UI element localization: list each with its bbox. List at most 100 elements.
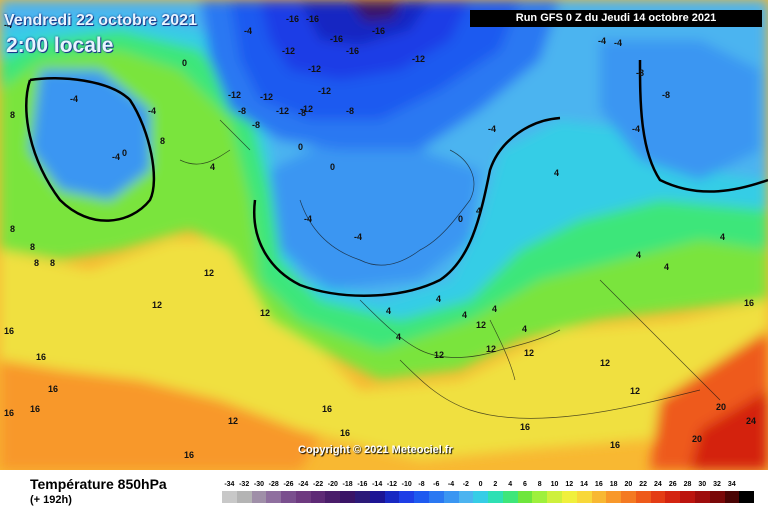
isotherm-label: 8 — [34, 258, 39, 268]
color-swatch — [576, 491, 592, 503]
color-swatch — [695, 491, 710, 503]
color-swatch — [310, 491, 326, 503]
color-swatch — [251, 491, 267, 503]
color-swatch — [428, 491, 444, 503]
isotherm-label: -8 — [346, 106, 354, 116]
color-scale-label: 30 — [698, 481, 707, 488]
isotherm-label: 4 — [664, 262, 669, 272]
color-scale-label: 4 — [508, 481, 513, 488]
color-scale-label: 0 — [478, 481, 483, 488]
color-scale-label: -10 — [401, 481, 412, 488]
isotherm-label: 16 — [744, 298, 754, 308]
color-scale-label: 28 — [683, 481, 692, 488]
isotherm-label: 4 — [720, 232, 725, 242]
color-swatch — [665, 491, 681, 503]
color-swatch — [547, 491, 562, 503]
isotherm-label: 16 — [30, 404, 40, 414]
isotherm-label: -12 — [276, 106, 289, 116]
color-swatch — [325, 491, 341, 503]
isotherm-label: 16 — [184, 450, 194, 460]
isotherm-label: -8 — [238, 106, 246, 116]
isotherm-label: -8 — [662, 90, 670, 100]
isotherm-label: 24 — [746, 416, 756, 426]
color-scale-label: -26 — [283, 481, 294, 488]
color-scale-label: -30 — [253, 481, 264, 488]
isotherm-label: 8 — [160, 136, 165, 146]
color-scale-label: -4 — [447, 481, 455, 488]
isotherm-label: 16 — [48, 384, 58, 394]
isotherm-label: 12 — [600, 358, 610, 368]
color-scale-label: -2 — [462, 481, 469, 488]
isotherm-label: -8 — [252, 120, 260, 130]
isotherm-label: 8 — [50, 258, 55, 268]
color-scale-label: -6 — [433, 481, 440, 488]
isotherm-label: -12 — [318, 86, 331, 96]
color-scale-label: -20 — [327, 481, 338, 488]
isotherm-label: -4 — [488, 124, 496, 134]
isotherm-label: -4 — [632, 124, 640, 134]
isotherm-label: -16 — [346, 46, 359, 56]
color-scale-label: 16 — [594, 481, 603, 488]
isotherm-label: 12 — [486, 344, 496, 354]
color-scale-label: 26 — [668, 481, 677, 488]
isotherm-label: 12 — [260, 308, 270, 318]
color-swatch — [488, 491, 503, 503]
isotherm-label: 16 — [520, 422, 530, 432]
isotherm-label: 12 — [204, 268, 214, 278]
isotherm-label: 8 — [30, 242, 35, 252]
color-swatch — [606, 491, 622, 503]
isotherm-label: 4 — [462, 310, 467, 320]
color-scale-label: -28 — [268, 481, 279, 488]
color-scale-label: -32 — [239, 481, 250, 488]
isotherm-label: 16 — [4, 408, 14, 418]
color-swatch — [502, 491, 518, 503]
color-swatch — [399, 491, 415, 503]
isotherm-label: -16 — [372, 26, 385, 36]
color-scale — [222, 491, 755, 503]
isotherm-label: 12 — [152, 300, 162, 310]
color-swatch — [222, 491, 237, 503]
isotherm-label: -4 — [244, 26, 252, 36]
isotherm-labels: -16 -16-16-16-16-12-12-12-12-12-12-12-12-… — [4, 14, 756, 460]
isotherm-zero-contours — [25, 59, 768, 297]
copyright-notice: Copyright © 2021 Meteociel.fr — [298, 444, 453, 456]
color-scale-label: 10 — [550, 481, 559, 488]
color-scale-label: 14 — [580, 481, 588, 488]
isotherm-label: 16 — [322, 404, 332, 414]
isotherm-label: 16 — [610, 440, 620, 450]
isotherm-label: -8 — [298, 108, 306, 118]
color-scale-label: 8 — [537, 481, 542, 488]
color-swatch — [532, 491, 548, 503]
isotherm-label: -4 — [304, 214, 312, 224]
color-scale-label: 12 — [565, 481, 574, 488]
isotherm-label: 4 — [476, 206, 481, 216]
isotherm-label: 0 — [298, 142, 303, 152]
isotherm-label: -12 — [300, 104, 313, 114]
isotherm-label: -4 — [148, 106, 156, 116]
isotherm-label: 4 — [492, 304, 497, 314]
isotherm-label: 12 — [476, 320, 486, 330]
isotherm-label: 16 — [4, 326, 14, 336]
isotherm-label: 20 — [716, 402, 726, 412]
isotherm-label: -4 — [614, 38, 622, 48]
isotherm-label: -12 — [260, 92, 273, 102]
color-swatch — [739, 491, 755, 503]
isotherm-label: 4 — [554, 168, 559, 178]
field-name: Température 850hPa — [30, 476, 167, 492]
isotherm-label: 4 — [522, 324, 527, 334]
isotherm-label: 0 — [182, 58, 187, 68]
isotherm-label: -12 — [412, 54, 425, 64]
isotherm-label: 0 — [458, 214, 463, 224]
color-swatch — [266, 491, 282, 503]
color-scale-label: 2 — [493, 481, 498, 488]
contour-east — [638, 59, 768, 193]
isotherm-label: 12 — [630, 386, 640, 396]
color-swatch — [443, 491, 459, 503]
color-scale-label: 34 — [727, 481, 736, 488]
temperature-field — [0, 0, 768, 470]
isotherm-label: -12 — [228, 90, 241, 100]
color-swatch — [369, 491, 385, 503]
isotherm-label: 0 — [122, 148, 127, 158]
isotherm-label: 16 — [340, 428, 350, 438]
isotherm-label: -8 — [636, 68, 644, 78]
